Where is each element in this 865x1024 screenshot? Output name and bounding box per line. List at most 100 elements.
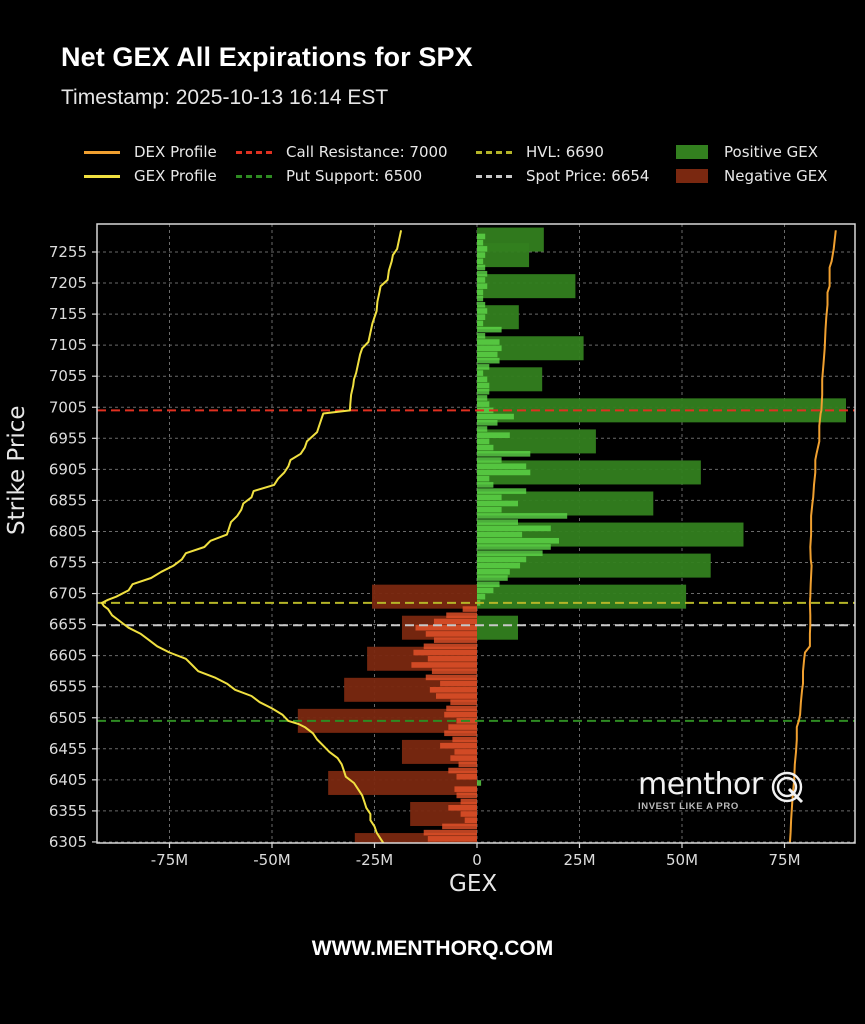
y-tick-label: 6855 bbox=[49, 491, 87, 509]
positive-gex-fine-bar bbox=[477, 388, 490, 395]
positive-gex-fine-bar bbox=[477, 419, 498, 426]
positive-gex-fine-bar bbox=[477, 780, 482, 786]
negative-gex-fine-bar bbox=[464, 817, 477, 824]
positive-gex-fine-bar bbox=[477, 301, 486, 308]
x-tick-label: 75M bbox=[768, 851, 800, 869]
negative-gex-fine-bar bbox=[454, 749, 477, 755]
positive-gex-fine-bar bbox=[477, 531, 523, 538]
negative-gex-fine-bar bbox=[456, 792, 477, 799]
x-tick-label: -50M bbox=[253, 851, 290, 869]
negative-gex-fine-bar bbox=[433, 637, 477, 643]
legend-label: Positive GEX bbox=[724, 143, 818, 161]
y-tick-label: 7155 bbox=[49, 305, 87, 323]
negative-gex-fine-bar bbox=[423, 829, 477, 836]
positive-gex-fine-bar bbox=[477, 289, 484, 296]
positive-gex-fine-bar bbox=[477, 295, 484, 302]
y-tick-label: 6355 bbox=[49, 802, 87, 820]
positive-gex-fine-bar bbox=[477, 519, 518, 525]
negative-gex-fine-bar bbox=[444, 730, 477, 737]
negative-gex-fine-bar bbox=[448, 804, 477, 811]
positive-gex-fine-bar bbox=[477, 270, 488, 277]
menthorq-watermark: menthor INVEST LIKE A PRO bbox=[638, 770, 804, 812]
positive-gex-fine-bar bbox=[477, 500, 518, 507]
negative-gex-fine-bar bbox=[442, 823, 477, 830]
gex-line-swatch-icon bbox=[82, 166, 122, 186]
negative-gex-fine-bar bbox=[448, 767, 477, 774]
call-resistance-dash-icon bbox=[234, 142, 274, 162]
negative-gex-fine-bar bbox=[460, 798, 477, 805]
x-tick-label: -25M bbox=[356, 851, 393, 869]
dex-line-swatch-icon bbox=[82, 142, 122, 162]
positive-gex-fine-bar bbox=[477, 569, 510, 575]
positive-gex-fine-bar bbox=[477, 444, 494, 451]
y-tick-label: 7255 bbox=[49, 243, 87, 261]
y-tick-label: 6305 bbox=[49, 833, 87, 851]
chart-title: Net GEX All Expirations for SPX bbox=[61, 42, 473, 72]
positive-gex-box-icon bbox=[672, 142, 712, 162]
negative-gex-fine-bar bbox=[415, 624, 477, 631]
positive-gex-fine-bar bbox=[477, 320, 484, 327]
positive-gex-fine-bar bbox=[477, 376, 488, 383]
positive-gex-fine-bar bbox=[477, 562, 521, 569]
y-tick-label: 6905 bbox=[49, 460, 87, 478]
gex-bars-5pt bbox=[411, 233, 568, 842]
negative-gex-fine-bar bbox=[450, 699, 477, 706]
positive-gex-fine-bar bbox=[477, 494, 502, 501]
negative-gex-fine-bar bbox=[431, 668, 477, 674]
positive-gex-fine-bar bbox=[477, 333, 486, 339]
positive-gex-bar bbox=[477, 243, 530, 268]
negative-gex-fine-bar bbox=[446, 612, 477, 619]
negative-gex-fine-bar bbox=[423, 643, 477, 650]
positive-gex-fine-bar bbox=[477, 537, 559, 544]
negative-gex-fine-bar bbox=[436, 693, 477, 699]
plot-frame bbox=[96, 223, 856, 844]
x-tick-label: 50M bbox=[666, 851, 698, 869]
negative-gex-fine-bar bbox=[462, 606, 477, 612]
positive-gex-fine-bar bbox=[477, 351, 498, 358]
x-tick-label: 25M bbox=[563, 851, 595, 869]
positive-gex-fine-bar bbox=[477, 482, 494, 488]
positive-gex-fine-bar bbox=[477, 525, 551, 532]
y-tick-label: 6455 bbox=[49, 740, 87, 758]
positive-gex-bar bbox=[477, 615, 518, 640]
positive-gex-fine-bar bbox=[477, 587, 494, 594]
reference-lines bbox=[97, 409, 855, 722]
positive-gex-bar bbox=[477, 274, 576, 299]
positive-gex-fine-bar bbox=[477, 556, 527, 563]
y-tick-label: 6555 bbox=[49, 678, 87, 696]
legend-item-gex-profile: GEX Profile bbox=[82, 166, 217, 186]
positive-gex-fine-bar bbox=[477, 252, 486, 258]
y-tick-label: 6505 bbox=[49, 709, 87, 727]
positive-gex-fine-bar bbox=[477, 233, 486, 240]
watermark-tagline: INVEST LIKE A PRO bbox=[638, 801, 739, 812]
positive-gex-fine-bar bbox=[477, 246, 488, 252]
negative-gex-fine-bar bbox=[433, 618, 477, 625]
hvl-dash-icon bbox=[474, 142, 514, 162]
positive-gex-fine-bar bbox=[477, 364, 490, 370]
negative-gex-bar bbox=[354, 833, 477, 843]
positive-gex-fine-bar bbox=[477, 457, 502, 463]
legend: DEX Profile GEX Profile Call Resistance:… bbox=[82, 140, 862, 192]
negative-gex-fine-bar bbox=[450, 755, 477, 761]
positive-gex-fine-bar bbox=[477, 593, 486, 600]
negative-gex-fine-bar bbox=[444, 711, 477, 718]
y-tick-label: 6755 bbox=[49, 554, 87, 572]
y-tick-label: 6805 bbox=[49, 522, 87, 540]
negative-gex-fine-bar bbox=[425, 631, 477, 637]
positive-gex-fine-bar bbox=[477, 451, 531, 457]
positive-gex-fine-bar bbox=[477, 550, 543, 556]
negative-gex-fine-bar bbox=[425, 674, 477, 681]
positive-gex-fine-bar bbox=[477, 339, 500, 345]
negative-gex-fine-bar bbox=[440, 680, 477, 687]
y-tick-label: 6655 bbox=[49, 616, 87, 634]
positive-gex-fine-bar bbox=[477, 370, 484, 376]
positive-gex-fine-bar bbox=[477, 277, 486, 283]
legend-label: Spot Price: 6654 bbox=[526, 167, 650, 185]
negative-gex-fine-bar bbox=[429, 687, 477, 693]
y-axis-ticks: 7255 7205 7155 7105 7055 7005 6955 6905 6855 6805… bbox=[49, 243, 97, 851]
y-tick-label: 6705 bbox=[49, 585, 87, 603]
y-tick-label: 6955 bbox=[49, 429, 87, 447]
positive-gex-fine-bar bbox=[477, 475, 490, 482]
negative-gex-fine-bar bbox=[440, 742, 477, 749]
negative-gex-fine-bar bbox=[427, 655, 477, 662]
